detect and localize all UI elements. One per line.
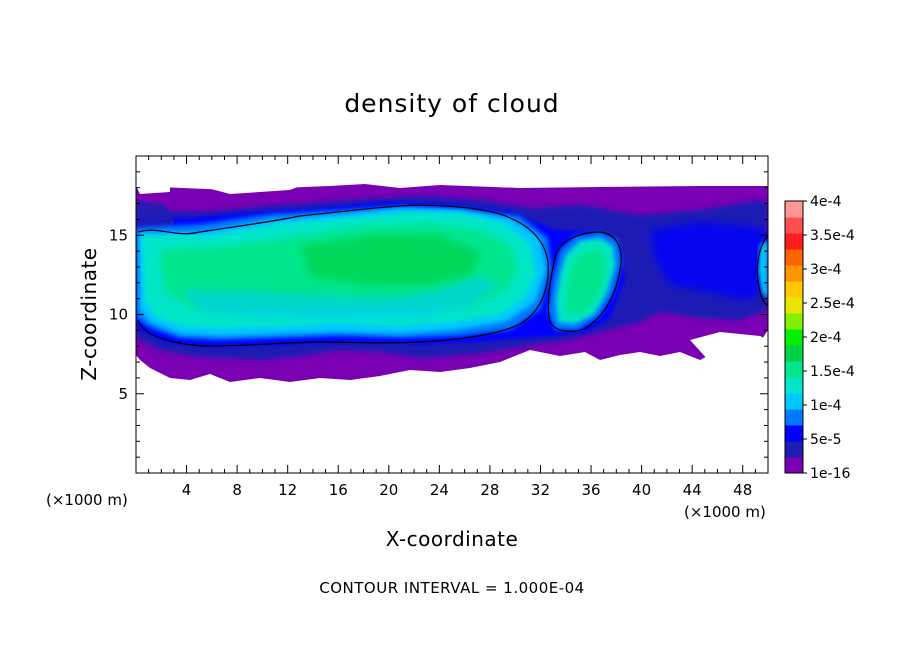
x-unit-label: (×1000 m) (684, 503, 766, 521)
colorbar-swatch (785, 313, 803, 330)
colorbar-swatch (785, 377, 803, 394)
x-tick-label: 44 (683, 481, 702, 499)
clear-gap (200, 186, 300, 194)
colorbar-swatch (785, 361, 803, 378)
colorbar-swatch (785, 345, 803, 362)
x-tick-label: 16 (329, 481, 348, 499)
edge-cell (758, 240, 768, 300)
y-axis-label: Z-coordinate (77, 247, 101, 380)
z-unit-label: (×1000 m) (46, 491, 128, 509)
x-tick-label: 32 (531, 481, 550, 499)
x-tick-label: 12 (278, 481, 297, 499)
x-tick-label: 48 (733, 481, 752, 499)
contour-interval-note: CONTOUR INTERVAL = 1.000E-04 (319, 579, 584, 597)
colorbar-swatch (785, 265, 803, 282)
colorbar-swatch (785, 441, 803, 458)
colorbar-swatch (785, 217, 803, 234)
contour-1e-4 (547, 231, 622, 332)
contour-1e-4 (137, 204, 549, 347)
colorbar-swatch (785, 393, 803, 410)
contour-1e-4 (756, 235, 768, 307)
x-tick-label: 8 (232, 481, 242, 499)
clear-gap (136, 186, 170, 194)
colorbar-label: 3e-4 (810, 262, 842, 278)
colorbar-swatch (785, 281, 803, 298)
y-tick-label: 15 (109, 226, 128, 244)
colorbar-swatch (785, 329, 803, 346)
colorbar-label: 2e-4 (810, 330, 842, 346)
x-tick-label: 36 (581, 481, 600, 499)
colorbar-swatch (785, 297, 803, 314)
colorbar-swatch (785, 201, 803, 218)
x-axis-label: X-coordinate (386, 527, 519, 551)
colorbar-label: 5e-5 (810, 432, 841, 448)
clear-gap (690, 332, 768, 362)
x-axis: 4 8 12 16 20 24 28 32 36 40 44 48 (148, 156, 756, 499)
colorbar-label: 1.5e-4 (810, 364, 855, 380)
colorbar-label: 1e-16 (810, 466, 850, 482)
chart-title: density of cloud (344, 89, 559, 118)
colorbar: 1e-16 5e-5 1e-4 1.5e-4 2e-4 2.5e-4 3e-4 3.5e-4 4… (784, 194, 855, 482)
x-tick-label: 4 (182, 481, 192, 499)
y-tick-label: 5 (118, 385, 128, 403)
x-tick-label: 40 (632, 481, 651, 499)
x-tick-label: 24 (430, 481, 449, 499)
green-peak (300, 234, 480, 286)
cyan-streak (180, 276, 500, 320)
colorbar-label: 3.5e-4 (810, 228, 855, 244)
colorbar-label: 2.5e-4 (810, 296, 855, 312)
x-tick-label: 28 (480, 481, 499, 499)
colorbar-label: 1e-4 (810, 398, 842, 414)
colorbar-swatch (785, 425, 803, 442)
y-tick-label: 10 (109, 306, 128, 324)
colorbar-swatch (785, 409, 803, 426)
colorbar-swatch (785, 249, 803, 266)
colorbar-swatch (785, 233, 803, 250)
blue-level (650, 222, 768, 300)
x-tick-label: 20 (379, 481, 398, 499)
density-field (136, 184, 768, 382)
colorbar-label: 4e-4 (810, 194, 842, 210)
colorbar-swatch (785, 457, 803, 474)
secondary-cell-core (566, 248, 607, 314)
y-axis: 5 10 15 (109, 171, 768, 458)
